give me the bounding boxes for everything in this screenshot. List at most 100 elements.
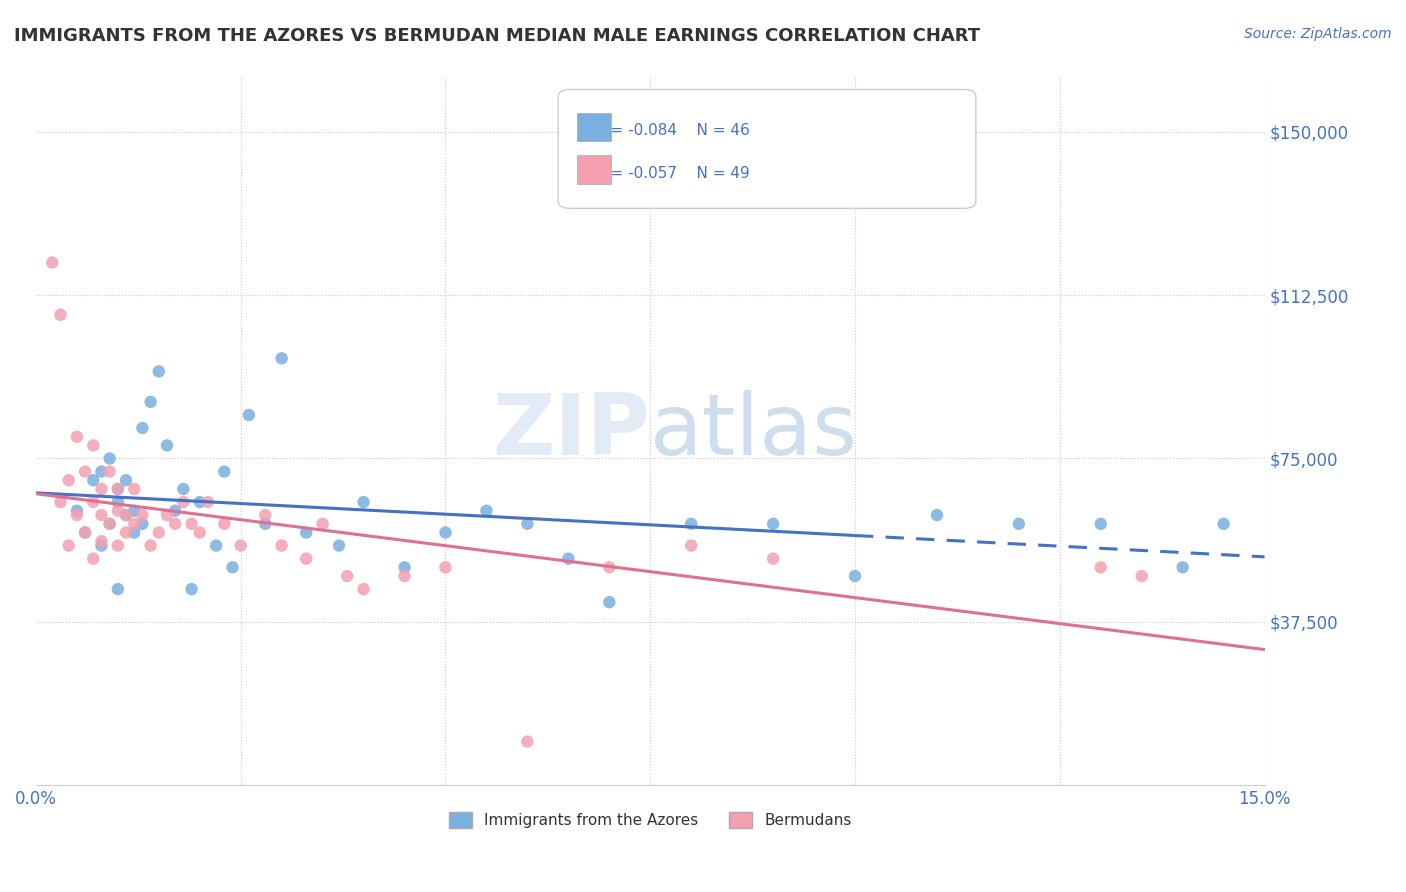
Point (188, 525, 211, 540)
Point (1008, 516, 1031, 531)
Point (122, 482, 145, 496)
Point (681, 539, 703, 553)
Point (295, 551, 318, 566)
Point (221, 560, 243, 574)
Point (75, 525, 97, 540)
Point (58, 539, 80, 553)
FancyBboxPatch shape (558, 89, 976, 209)
Point (90, 465, 112, 479)
Text: R = -0.057    N = 49: R = -0.057 N = 49 (595, 166, 749, 181)
Point (148, 525, 170, 540)
Point (75, 525, 97, 540)
Point (197, 495, 219, 509)
Point (75, 465, 97, 479)
Point (115, 473, 138, 487)
Point (66, 430, 89, 444)
Point (107, 495, 129, 509)
Point (598, 560, 620, 574)
Point (172, 482, 194, 496)
Point (598, 595, 620, 609)
Point (98, 516, 121, 531)
Point (98, 465, 121, 479)
Point (122, 504, 145, 518)
Point (254, 508, 277, 522)
Point (156, 508, 179, 522)
Point (107, 504, 129, 518)
Point (1090, 516, 1112, 531)
Point (336, 569, 359, 583)
Point (49, 495, 72, 509)
Point (475, 504, 498, 518)
Point (238, 408, 260, 422)
Point (139, 395, 162, 409)
Text: R = -0.084    N = 46: R = -0.084 N = 46 (595, 123, 749, 138)
Point (115, 508, 138, 522)
Point (90, 534, 112, 549)
Point (107, 482, 129, 496)
Point (681, 516, 703, 531)
Point (131, 516, 153, 531)
Legend: Immigrants from the Azores, Bermudans: Immigrants from the Azores, Bermudans (443, 805, 858, 834)
Point (90, 482, 112, 496)
Point (82, 438, 104, 452)
Point (180, 582, 202, 596)
Point (434, 560, 457, 574)
Point (41, 255, 63, 269)
Point (1171, 560, 1194, 574)
Point (90, 539, 112, 553)
Bar (576, 112, 612, 141)
Point (131, 421, 153, 435)
Point (328, 539, 350, 553)
Point (1130, 569, 1153, 583)
Point (214, 516, 236, 531)
Point (270, 351, 292, 366)
Point (66, 508, 89, 522)
Point (82, 473, 104, 487)
Point (516, 734, 538, 748)
Point (98, 451, 121, 466)
Point (254, 516, 277, 531)
Point (172, 495, 194, 509)
Point (762, 551, 785, 566)
Point (353, 495, 375, 509)
Text: Source: ZipAtlas.com: Source: ZipAtlas.com (1244, 27, 1392, 41)
Point (394, 560, 416, 574)
Point (82, 495, 104, 509)
Point (115, 525, 138, 540)
Point (434, 525, 457, 540)
Point (90, 508, 112, 522)
Point (122, 516, 145, 531)
Point (58, 473, 80, 487)
Point (214, 465, 236, 479)
Point (1090, 560, 1112, 574)
Text: ZIP: ZIP (492, 390, 650, 473)
Point (139, 539, 162, 553)
Point (270, 539, 292, 553)
Point (49, 308, 72, 322)
Point (557, 551, 579, 566)
Point (925, 508, 948, 522)
Point (229, 539, 252, 553)
Point (107, 482, 129, 496)
Point (1212, 516, 1234, 531)
Text: atlas: atlas (650, 390, 858, 473)
Text: IMMIGRANTS FROM THE AZORES VS BERMUDAN MEDIAN MALE EARNINGS CORRELATION CHART: IMMIGRANTS FROM THE AZORES VS BERMUDAN M… (14, 27, 980, 45)
Point (180, 516, 202, 531)
Point (107, 539, 129, 553)
Point (148, 364, 170, 378)
Point (205, 539, 228, 553)
Point (115, 508, 138, 522)
Point (156, 438, 179, 452)
Point (394, 569, 416, 583)
Bar (576, 155, 612, 184)
Point (188, 495, 211, 509)
Point (295, 525, 318, 540)
Point (66, 504, 89, 518)
Point (107, 582, 129, 596)
Point (516, 516, 538, 531)
Point (353, 582, 375, 596)
Point (122, 525, 145, 540)
Point (311, 516, 333, 531)
Point (762, 516, 785, 531)
Point (165, 516, 187, 531)
